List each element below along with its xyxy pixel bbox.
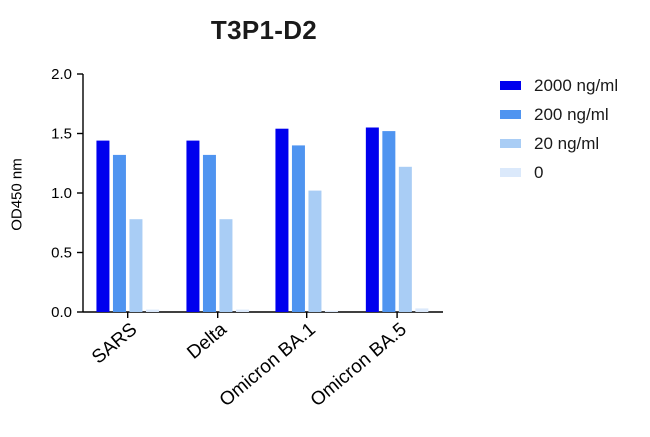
svg-text:0.5: 0.5 — [51, 245, 72, 262]
svg-text:2.0: 2.0 — [51, 66, 72, 83]
svg-text:1.5: 1.5 — [51, 126, 72, 143]
svg-text:1.0: 1.0 — [51, 185, 72, 202]
